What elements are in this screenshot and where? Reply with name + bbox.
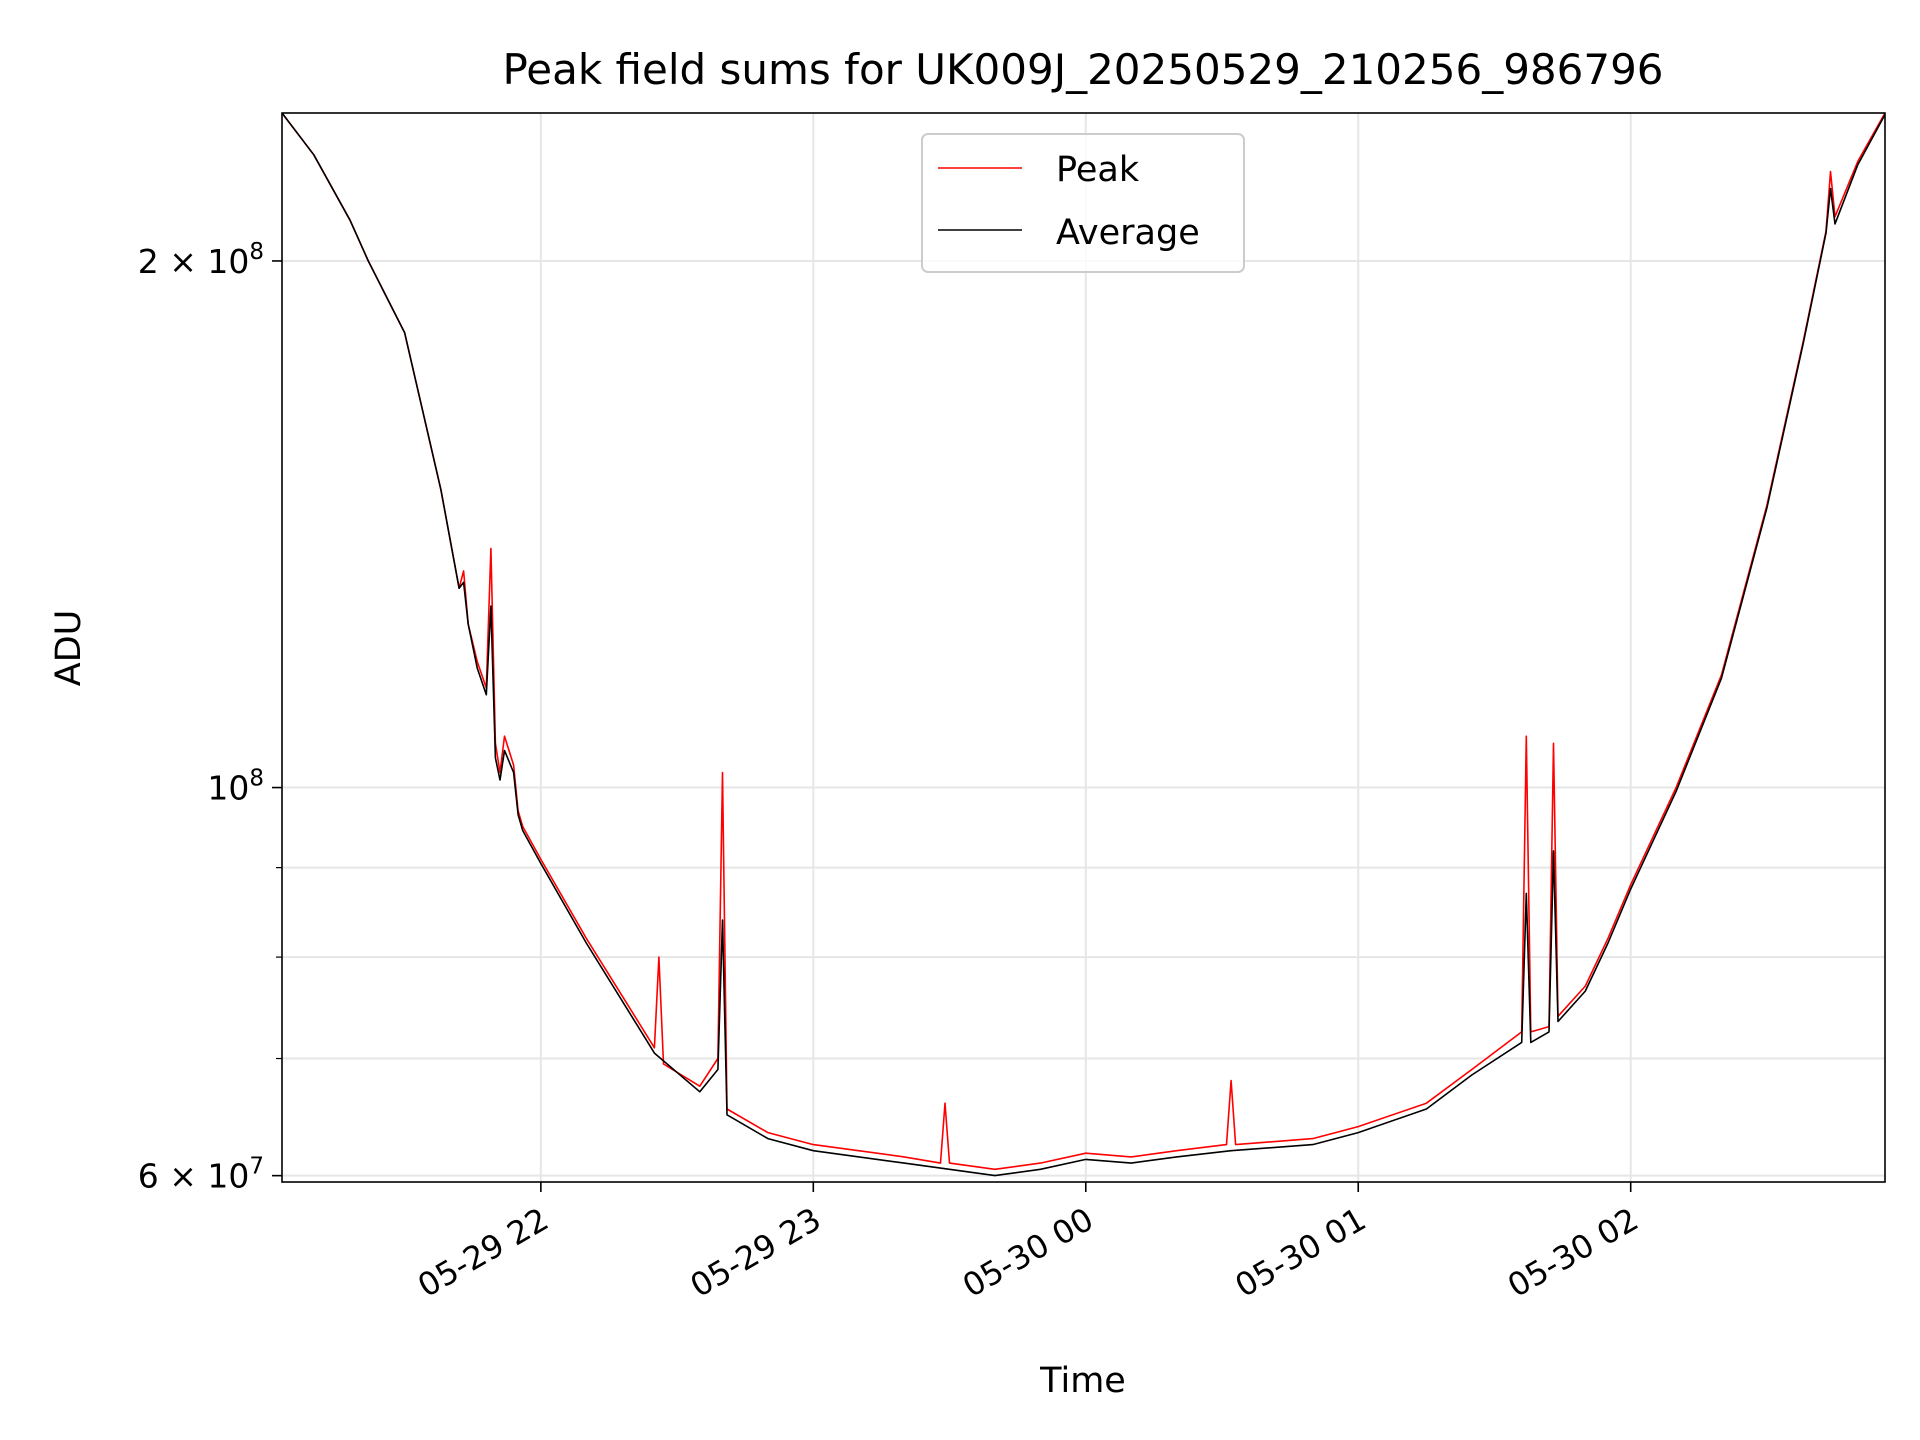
series-layer bbox=[282, 113, 1885, 1177]
y-axis-label: ADU bbox=[49, 610, 89, 687]
series-line-peak bbox=[282, 113, 1885, 1171]
y-tick-label: 6 × 107 bbox=[138, 1154, 264, 1196]
legend: Peak Average bbox=[921, 133, 1245, 273]
series-line-average bbox=[282, 113, 1885, 1177]
chart-title: Peak field sums for UK009J_20250529_2102… bbox=[502, 45, 1663, 94]
legend-label-peak: Peak bbox=[1056, 150, 1140, 190]
y-axis: 6 × 107 108 2 × 108 bbox=[138, 239, 282, 1196]
plot-frame bbox=[281, 112, 1886, 1183]
y-tick-label: 2 × 108 bbox=[138, 239, 264, 281]
legend-label-average: Average bbox=[1056, 213, 1200, 253]
grid-lines bbox=[282, 113, 1885, 1182]
y-tick-label: 108 bbox=[207, 766, 264, 808]
x-axis-label: Time bbox=[1039, 1361, 1126, 1401]
